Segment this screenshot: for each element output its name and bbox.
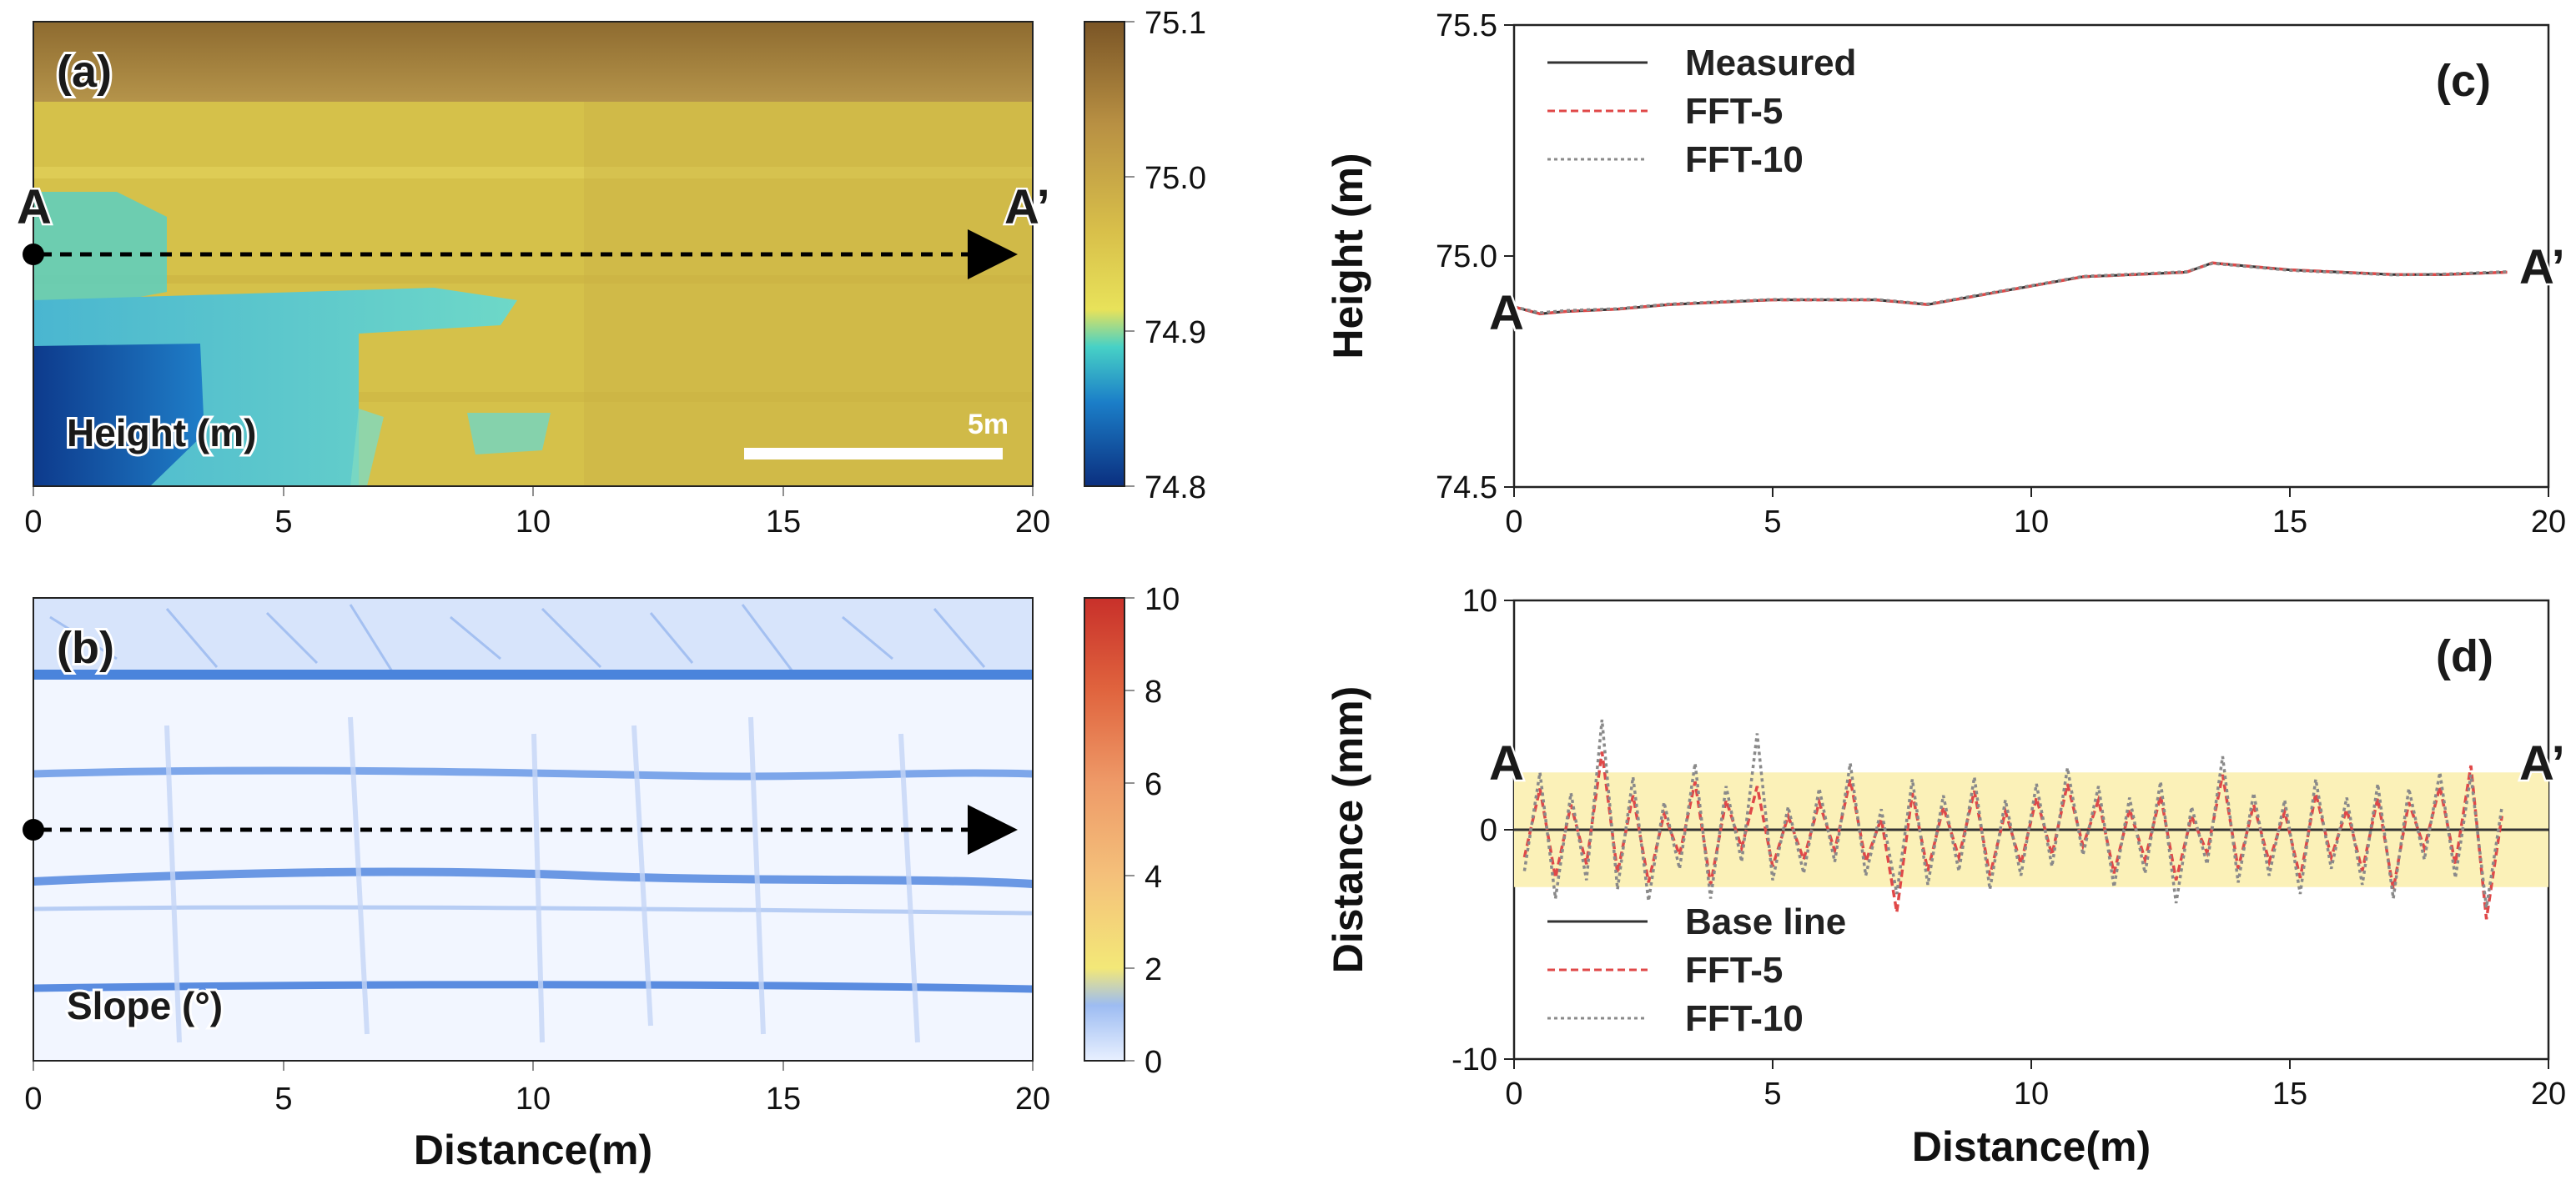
colorbar-slope: 10 8 6 4 2 0 (1084, 582, 1180, 1080)
x-tick-label: 5 (1763, 505, 1781, 540)
height-map-cyan-region (350, 409, 384, 486)
x-tick-label: 15 (2272, 505, 2307, 540)
scale-bar-label: 5m (968, 409, 1009, 440)
x-tick-label: 0 (1505, 505, 1522, 540)
y-tick-label: 75.0 (1436, 239, 1497, 274)
panel-label-d: (d) (2436, 631, 2493, 681)
x-tick-label: 5 (1763, 1077, 1781, 1112)
colorbar-tick-label: 10 (1145, 582, 1180, 617)
profile-start-dot (23, 819, 44, 841)
height-map-stripe (33, 167, 1033, 178)
x-tick-label: 15 (766, 1082, 801, 1117)
x-tick-label: 20 (2531, 505, 2566, 540)
x-tick-label: 0 (1505, 1077, 1522, 1112)
legend-c: Measured FFT-5 FFT-10 (1547, 43, 1856, 180)
series-c (1513, 261, 2508, 316)
x-tick-label: 15 (2272, 1077, 2307, 1112)
slope-map-top-texture (33, 598, 1033, 680)
height-map-top-band (33, 22, 1033, 102)
y-tick-label: -10 (1452, 1042, 1497, 1077)
colorbar-tick-label: 0 (1145, 1045, 1162, 1080)
marker-c-end: A’ (2519, 240, 2565, 294)
colorbar-tick-label: 74.9 (1145, 315, 1206, 350)
x-tick-label: 5 (274, 505, 292, 540)
colorbar-tick-label: 2 (1145, 952, 1162, 987)
colorbar-height-bar (1084, 21, 1125, 487)
panel-label-a: (a) (57, 47, 112, 97)
marker-d-end: A’ (2519, 736, 2565, 791)
x-tick-label: 20 (1015, 1082, 1050, 1117)
slope-map-band (33, 981, 1034, 993)
marker-d-start: A (1489, 736, 1524, 791)
panel-a: (a) Height (m) 5m A A’ 0 5 10 15 20 75.1 (15, 6, 1206, 540)
x-tick-label: 5 (274, 1082, 292, 1117)
plot-frame-c (1512, 23, 2550, 489)
profile-start-dot (23, 244, 44, 265)
panel-label-b: (b) (57, 623, 114, 673)
height-map-stripe (584, 102, 1033, 486)
x-tick-label: 0 (24, 505, 42, 540)
slope-map-texture (49, 604, 986, 672)
slope-map-band (33, 670, 1033, 680)
height-map-cyan-region (467, 413, 551, 454)
x-axis-title: Distance(m) (414, 1127, 652, 1173)
y-tick-label: 75.5 (1436, 8, 1497, 43)
legend-label: FFT-10 (1685, 139, 1804, 180)
height-map-stripe (33, 275, 1033, 284)
x-tick-label: 20 (2531, 1077, 2566, 1112)
colorbar-slope-bar (1084, 597, 1125, 1062)
height-map-title: Height (m) (67, 411, 256, 454)
colorbar-tick-label: 75.0 (1145, 161, 1206, 196)
x-axis-b: 0 5 10 15 20 Distance(m) (24, 1061, 1050, 1173)
marker-a-start: A (17, 180, 52, 234)
legend-label: Measured (1685, 43, 1856, 83)
axes-c: 0 5 10 15 20 74.5 75.0 75.5 Height (m) (1325, 8, 2566, 540)
colorbar-tick-label: 4 (1145, 860, 1162, 895)
x-tick-label: 10 (516, 505, 551, 540)
scale-bar (744, 448, 1003, 459)
marker-c-start: A (1489, 286, 1524, 340)
x-tick-label: 0 (24, 1082, 42, 1117)
slope-map-band (33, 867, 1034, 888)
series-line-fft-10 (1513, 262, 2508, 314)
slope-map-band (33, 905, 1034, 916)
panel-c: Measured FFT-5 FFT-10 0 5 10 15 20 74.5 75.0 75.5… (1325, 8, 2567, 540)
x-tick-label: 10 (516, 1082, 551, 1117)
slope-map-texture (164, 716, 920, 1043)
x-tick-label: 20 (1015, 505, 1050, 540)
x-axis-a: 0 5 10 15 20 (24, 486, 1050, 540)
colorbar-tick-label: 6 (1145, 767, 1162, 802)
x-tick-label: 10 (2014, 505, 2049, 540)
panel-label-c: (c) (2436, 56, 2491, 106)
colorbar-height: 75.1 75.0 74.9 74.8 (1084, 6, 1206, 505)
slope-map-title: Slope (°) (67, 984, 223, 1027)
y-axis-title: Distance (mm) (1325, 686, 1371, 974)
colorbar-tick-label: 75.1 (1145, 6, 1206, 41)
x-tick-label: 10 (2014, 1077, 2049, 1112)
legend-label: FFT-5 (1685, 91, 1783, 132)
series-line-fft-5 (1513, 261, 2508, 316)
y-tick-label: 74.5 (1436, 470, 1497, 505)
legend-label: Base line (1685, 901, 1846, 942)
height-map-deep-region (33, 344, 204, 486)
y-tick-label: 10 (1462, 584, 1497, 619)
y-tick-label: 0 (1480, 813, 1497, 848)
marker-a-end: A’ (1004, 180, 1050, 234)
colorbar-tick-label: 74.8 (1145, 470, 1206, 505)
x-axis-title: Distance(m) (1912, 1123, 2151, 1170)
legend-d: Base line FFT-5 FFT-10 (1547, 901, 1846, 1039)
legend-label: FFT-10 (1685, 998, 1804, 1039)
series-line-fft-10 (1522, 719, 2503, 908)
slope-map-band (33, 766, 1034, 781)
x-tick-label: 15 (766, 505, 801, 540)
panel-b: (b) Slope (°) 0 5 10 15 20 Distance(m) 1… (23, 582, 1180, 1173)
series-d (1514, 719, 2548, 920)
legend-label: FFT-5 (1685, 950, 1783, 991)
colorbar-tick-label: 8 (1145, 675, 1162, 710)
y-axis-title: Height (m) (1325, 153, 1371, 359)
